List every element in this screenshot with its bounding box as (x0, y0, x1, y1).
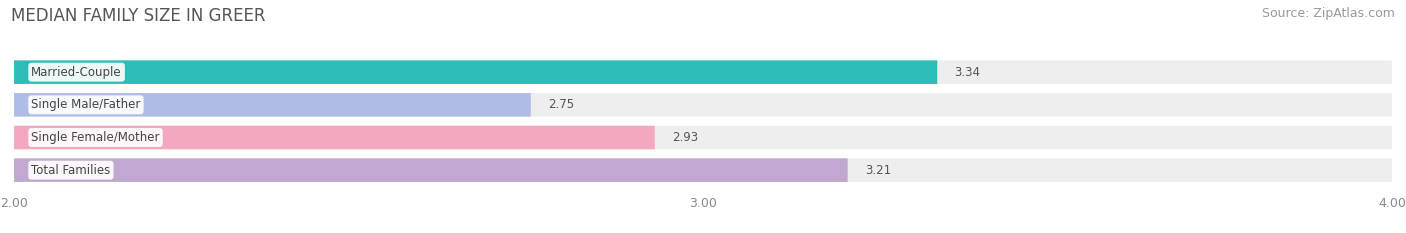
FancyBboxPatch shape (14, 93, 530, 116)
Text: Married-Couple: Married-Couple (31, 66, 122, 79)
Text: MEDIAN FAMILY SIZE IN GREER: MEDIAN FAMILY SIZE IN GREER (11, 7, 266, 25)
FancyBboxPatch shape (14, 154, 1392, 186)
FancyBboxPatch shape (14, 60, 938, 84)
Text: 2.75: 2.75 (548, 98, 574, 111)
Text: 2.93: 2.93 (672, 131, 699, 144)
Text: Total Families: Total Families (31, 164, 111, 177)
FancyBboxPatch shape (14, 158, 848, 182)
Text: 3.21: 3.21 (865, 164, 891, 177)
Text: 3.34: 3.34 (955, 66, 980, 79)
Text: Source: ZipAtlas.com: Source: ZipAtlas.com (1261, 7, 1395, 20)
Text: Single Female/Mother: Single Female/Mother (31, 131, 160, 144)
FancyBboxPatch shape (14, 56, 1392, 89)
FancyBboxPatch shape (14, 93, 1392, 116)
FancyBboxPatch shape (14, 121, 1392, 154)
FancyBboxPatch shape (14, 60, 1392, 84)
FancyBboxPatch shape (14, 126, 1392, 149)
FancyBboxPatch shape (14, 89, 1392, 121)
FancyBboxPatch shape (14, 158, 1392, 182)
Text: Single Male/Father: Single Male/Father (31, 98, 141, 111)
FancyBboxPatch shape (14, 126, 655, 149)
